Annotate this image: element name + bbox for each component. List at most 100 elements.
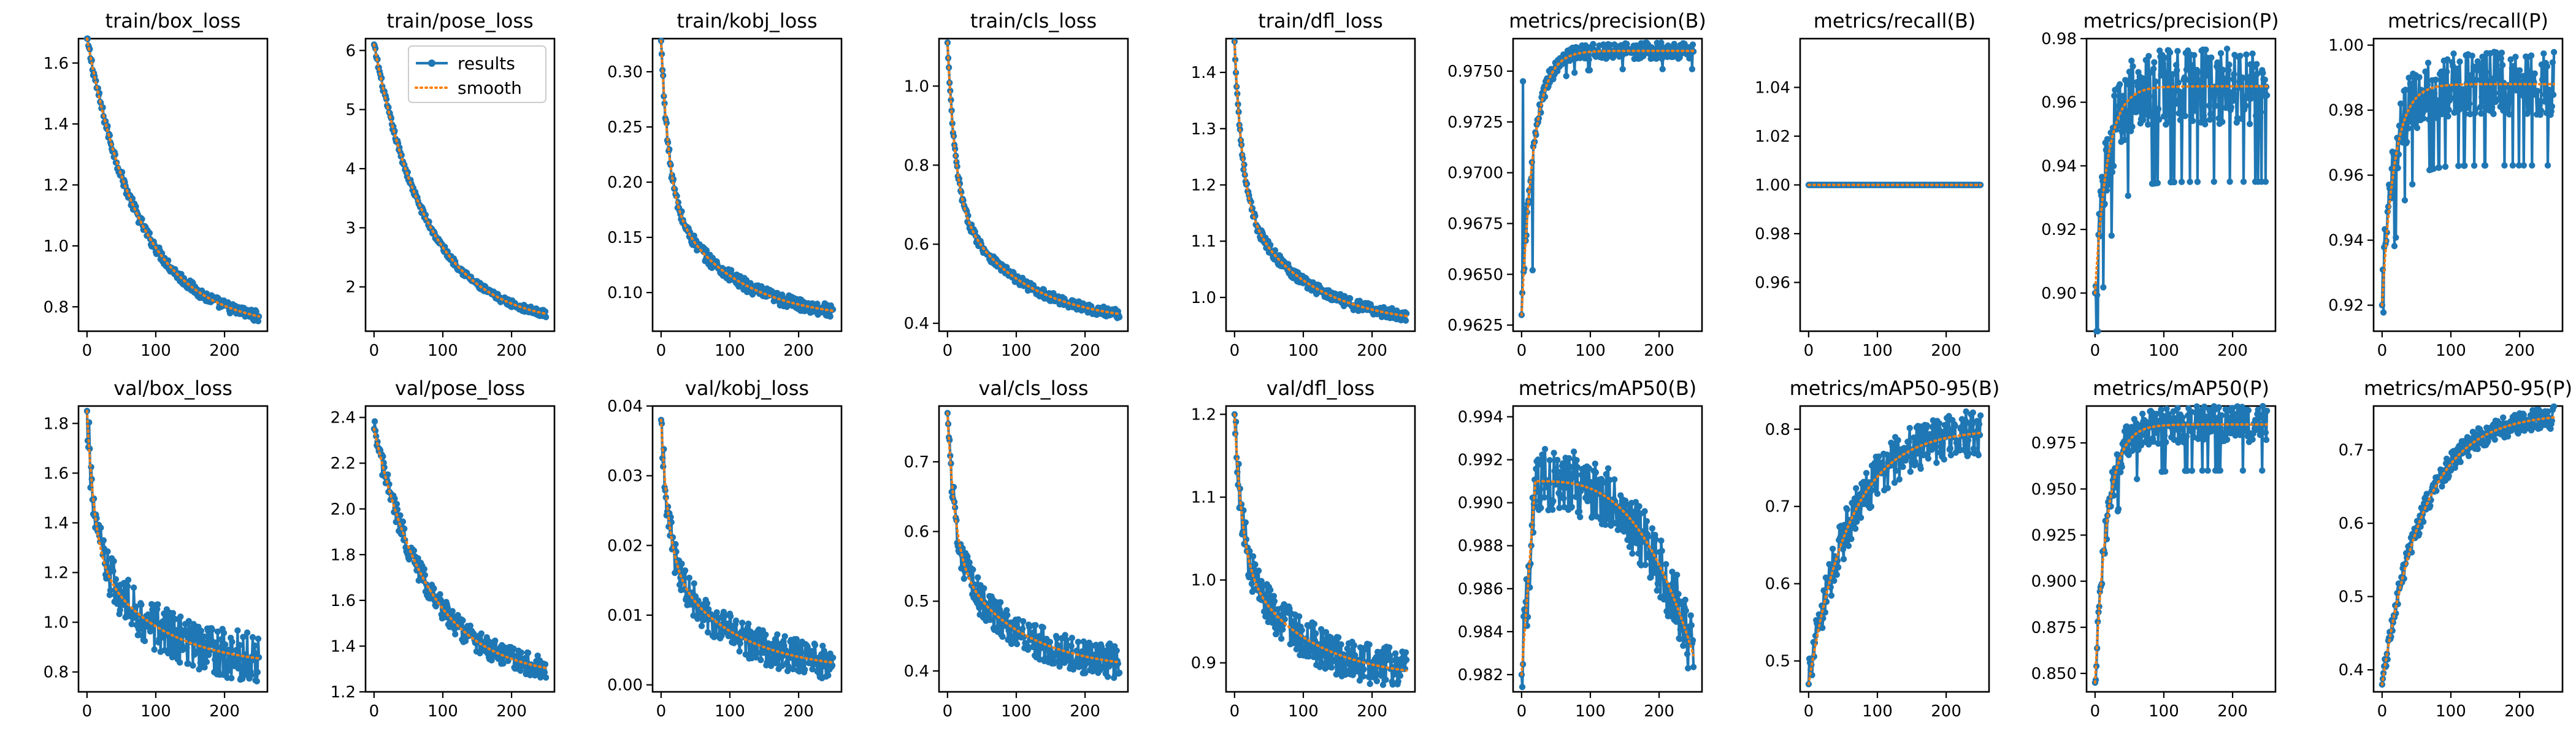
results-point bbox=[1658, 537, 1665, 544]
results-point bbox=[2262, 429, 2269, 436]
panel-title: train/kobj_loss bbox=[677, 9, 817, 33]
results-point bbox=[1585, 56, 1592, 63]
results-point bbox=[1600, 508, 1607, 516]
results-point bbox=[2104, 136, 2111, 142]
results-point bbox=[104, 548, 111, 555]
results-point bbox=[1093, 659, 1100, 666]
results-point bbox=[2480, 58, 2487, 64]
results-point bbox=[2261, 76, 2268, 83]
results-point bbox=[2466, 100, 2473, 107]
results-point bbox=[2100, 284, 2107, 291]
results-point bbox=[1969, 409, 1976, 416]
results-point bbox=[228, 675, 235, 681]
results-point bbox=[1590, 40, 1597, 48]
results-point bbox=[732, 617, 740, 624]
results-point bbox=[1586, 67, 1593, 74]
results-point bbox=[1975, 451, 1982, 459]
results-point bbox=[1319, 660, 1325, 667]
results-point bbox=[2217, 50, 2225, 57]
results-markers bbox=[944, 39, 1123, 321]
results-point bbox=[2131, 94, 2139, 101]
results-point bbox=[2177, 91, 2185, 98]
results-point bbox=[1351, 642, 1358, 649]
results-point bbox=[248, 672, 255, 678]
y-tick-label: 0.90 bbox=[2041, 285, 2077, 303]
results-point bbox=[1576, 508, 1583, 515]
results-point bbox=[2458, 92, 2466, 99]
results-point bbox=[1911, 434, 1917, 441]
results-point bbox=[112, 576, 120, 583]
results-point bbox=[183, 645, 190, 651]
results-point bbox=[1671, 40, 1677, 47]
results-point bbox=[2404, 139, 2410, 145]
y-tick-label: 0.9 bbox=[1191, 654, 1216, 673]
results-point bbox=[2189, 117, 2196, 125]
results-point bbox=[2550, 403, 2558, 410]
results-point bbox=[1857, 514, 1865, 521]
results-point bbox=[1623, 521, 1630, 528]
results-point bbox=[130, 584, 137, 591]
results-markers bbox=[2379, 403, 2558, 688]
x-tick-label: 200 bbox=[209, 342, 240, 360]
results-point bbox=[1828, 592, 1835, 599]
results-point bbox=[774, 289, 781, 296]
y-tick-label: 0.98 bbox=[1755, 225, 1790, 243]
results-point bbox=[1648, 560, 1655, 567]
results-point bbox=[1540, 454, 1547, 461]
results-point bbox=[1298, 627, 1305, 634]
panel-title: val/dfl_loss bbox=[1267, 377, 1375, 400]
results-point bbox=[2469, 52, 2475, 59]
results-point bbox=[1831, 577, 1838, 584]
x-tick-label: 200 bbox=[2504, 702, 2535, 721]
smooth-series-line bbox=[372, 43, 548, 315]
x-tick-label: 100 bbox=[715, 702, 745, 721]
y-tick-label: 0.4 bbox=[904, 315, 929, 333]
results-point bbox=[2103, 147, 2109, 153]
results-point bbox=[2495, 67, 2502, 74]
results-point bbox=[1046, 638, 1054, 645]
results-point bbox=[2445, 113, 2451, 120]
results-point bbox=[177, 613, 184, 620]
results-point bbox=[141, 637, 148, 645]
smooth-series-line bbox=[1520, 49, 1695, 316]
results-point bbox=[797, 646, 804, 653]
results-point bbox=[952, 145, 959, 152]
results-point bbox=[2455, 163, 2462, 169]
results-point bbox=[1675, 591, 1682, 597]
results-point bbox=[2531, 70, 2538, 77]
x-tick-label: 0 bbox=[2090, 342, 2101, 360]
results-point bbox=[1068, 634, 1076, 642]
results-point bbox=[2110, 163, 2117, 169]
results-point bbox=[2199, 467, 2206, 474]
results-point bbox=[2207, 110, 2214, 118]
x-tick-label: 0 bbox=[1230, 342, 1240, 360]
x-tick-label: 200 bbox=[209, 702, 240, 721]
results-point bbox=[960, 575, 968, 582]
results-point bbox=[1538, 504, 1544, 512]
y-tick-label: 1.00 bbox=[1755, 177, 1790, 195]
results-point bbox=[2496, 90, 2503, 96]
results-point bbox=[1013, 640, 1021, 648]
results-point bbox=[2217, 467, 2224, 474]
y-tick-label: 0.986 bbox=[1458, 580, 1503, 599]
legend-smooth-label: smooth bbox=[458, 78, 522, 98]
results-point bbox=[2436, 164, 2443, 171]
y-tick-label: 0.9675 bbox=[1447, 215, 1503, 233]
results-point bbox=[1573, 493, 1579, 500]
results-point bbox=[1068, 643, 1075, 650]
results-point bbox=[2445, 472, 2452, 480]
results-point bbox=[452, 631, 459, 638]
results-point bbox=[138, 601, 145, 608]
results-point bbox=[1402, 317, 1409, 324]
results-point bbox=[1113, 647, 1120, 654]
results-point bbox=[518, 649, 524, 656]
y-tick-label: 0.15 bbox=[607, 229, 643, 247]
results-point bbox=[2134, 83, 2141, 90]
y-tick-label: 0.92 bbox=[2328, 297, 2364, 315]
results-point bbox=[2452, 73, 2459, 80]
x-tick-label: 100 bbox=[1001, 702, 1032, 721]
results-point bbox=[2103, 187, 2110, 194]
results-point bbox=[2457, 459, 2464, 466]
results-point bbox=[1631, 532, 1638, 540]
